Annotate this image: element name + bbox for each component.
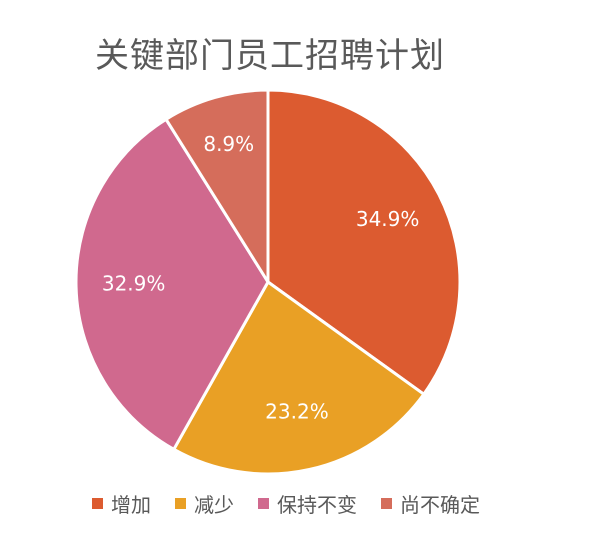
legend-swatch xyxy=(258,498,269,509)
legend-swatch xyxy=(175,498,186,509)
data-label: 32.9% xyxy=(102,272,166,296)
pie-slice xyxy=(266,88,462,396)
data-label: 8.9% xyxy=(203,132,254,156)
data-label: 23.2% xyxy=(265,400,329,424)
legend-label: 保持不变 xyxy=(277,493,357,517)
legend-label: 减少 xyxy=(194,493,234,517)
pie-slice xyxy=(172,280,426,476)
pie-slice xyxy=(164,88,270,284)
legend-item: 尚不确定 xyxy=(381,489,480,518)
legend-swatch xyxy=(92,498,103,509)
legend: 增加 减少 保持不变 尚不确定 xyxy=(92,489,504,518)
legend-label: 增加 xyxy=(111,493,151,517)
legend-label: 尚不确定 xyxy=(400,493,480,517)
data-label: 34.9% xyxy=(356,207,420,231)
pie-slice xyxy=(74,117,270,451)
legend-item: 减少 xyxy=(175,489,234,518)
legend-swatch xyxy=(381,498,392,509)
chart-title: 关键部门员工招聘计划 xyxy=(95,36,445,76)
legend-item: 保持不变 xyxy=(258,489,357,518)
legend-item: 增加 xyxy=(92,489,151,518)
